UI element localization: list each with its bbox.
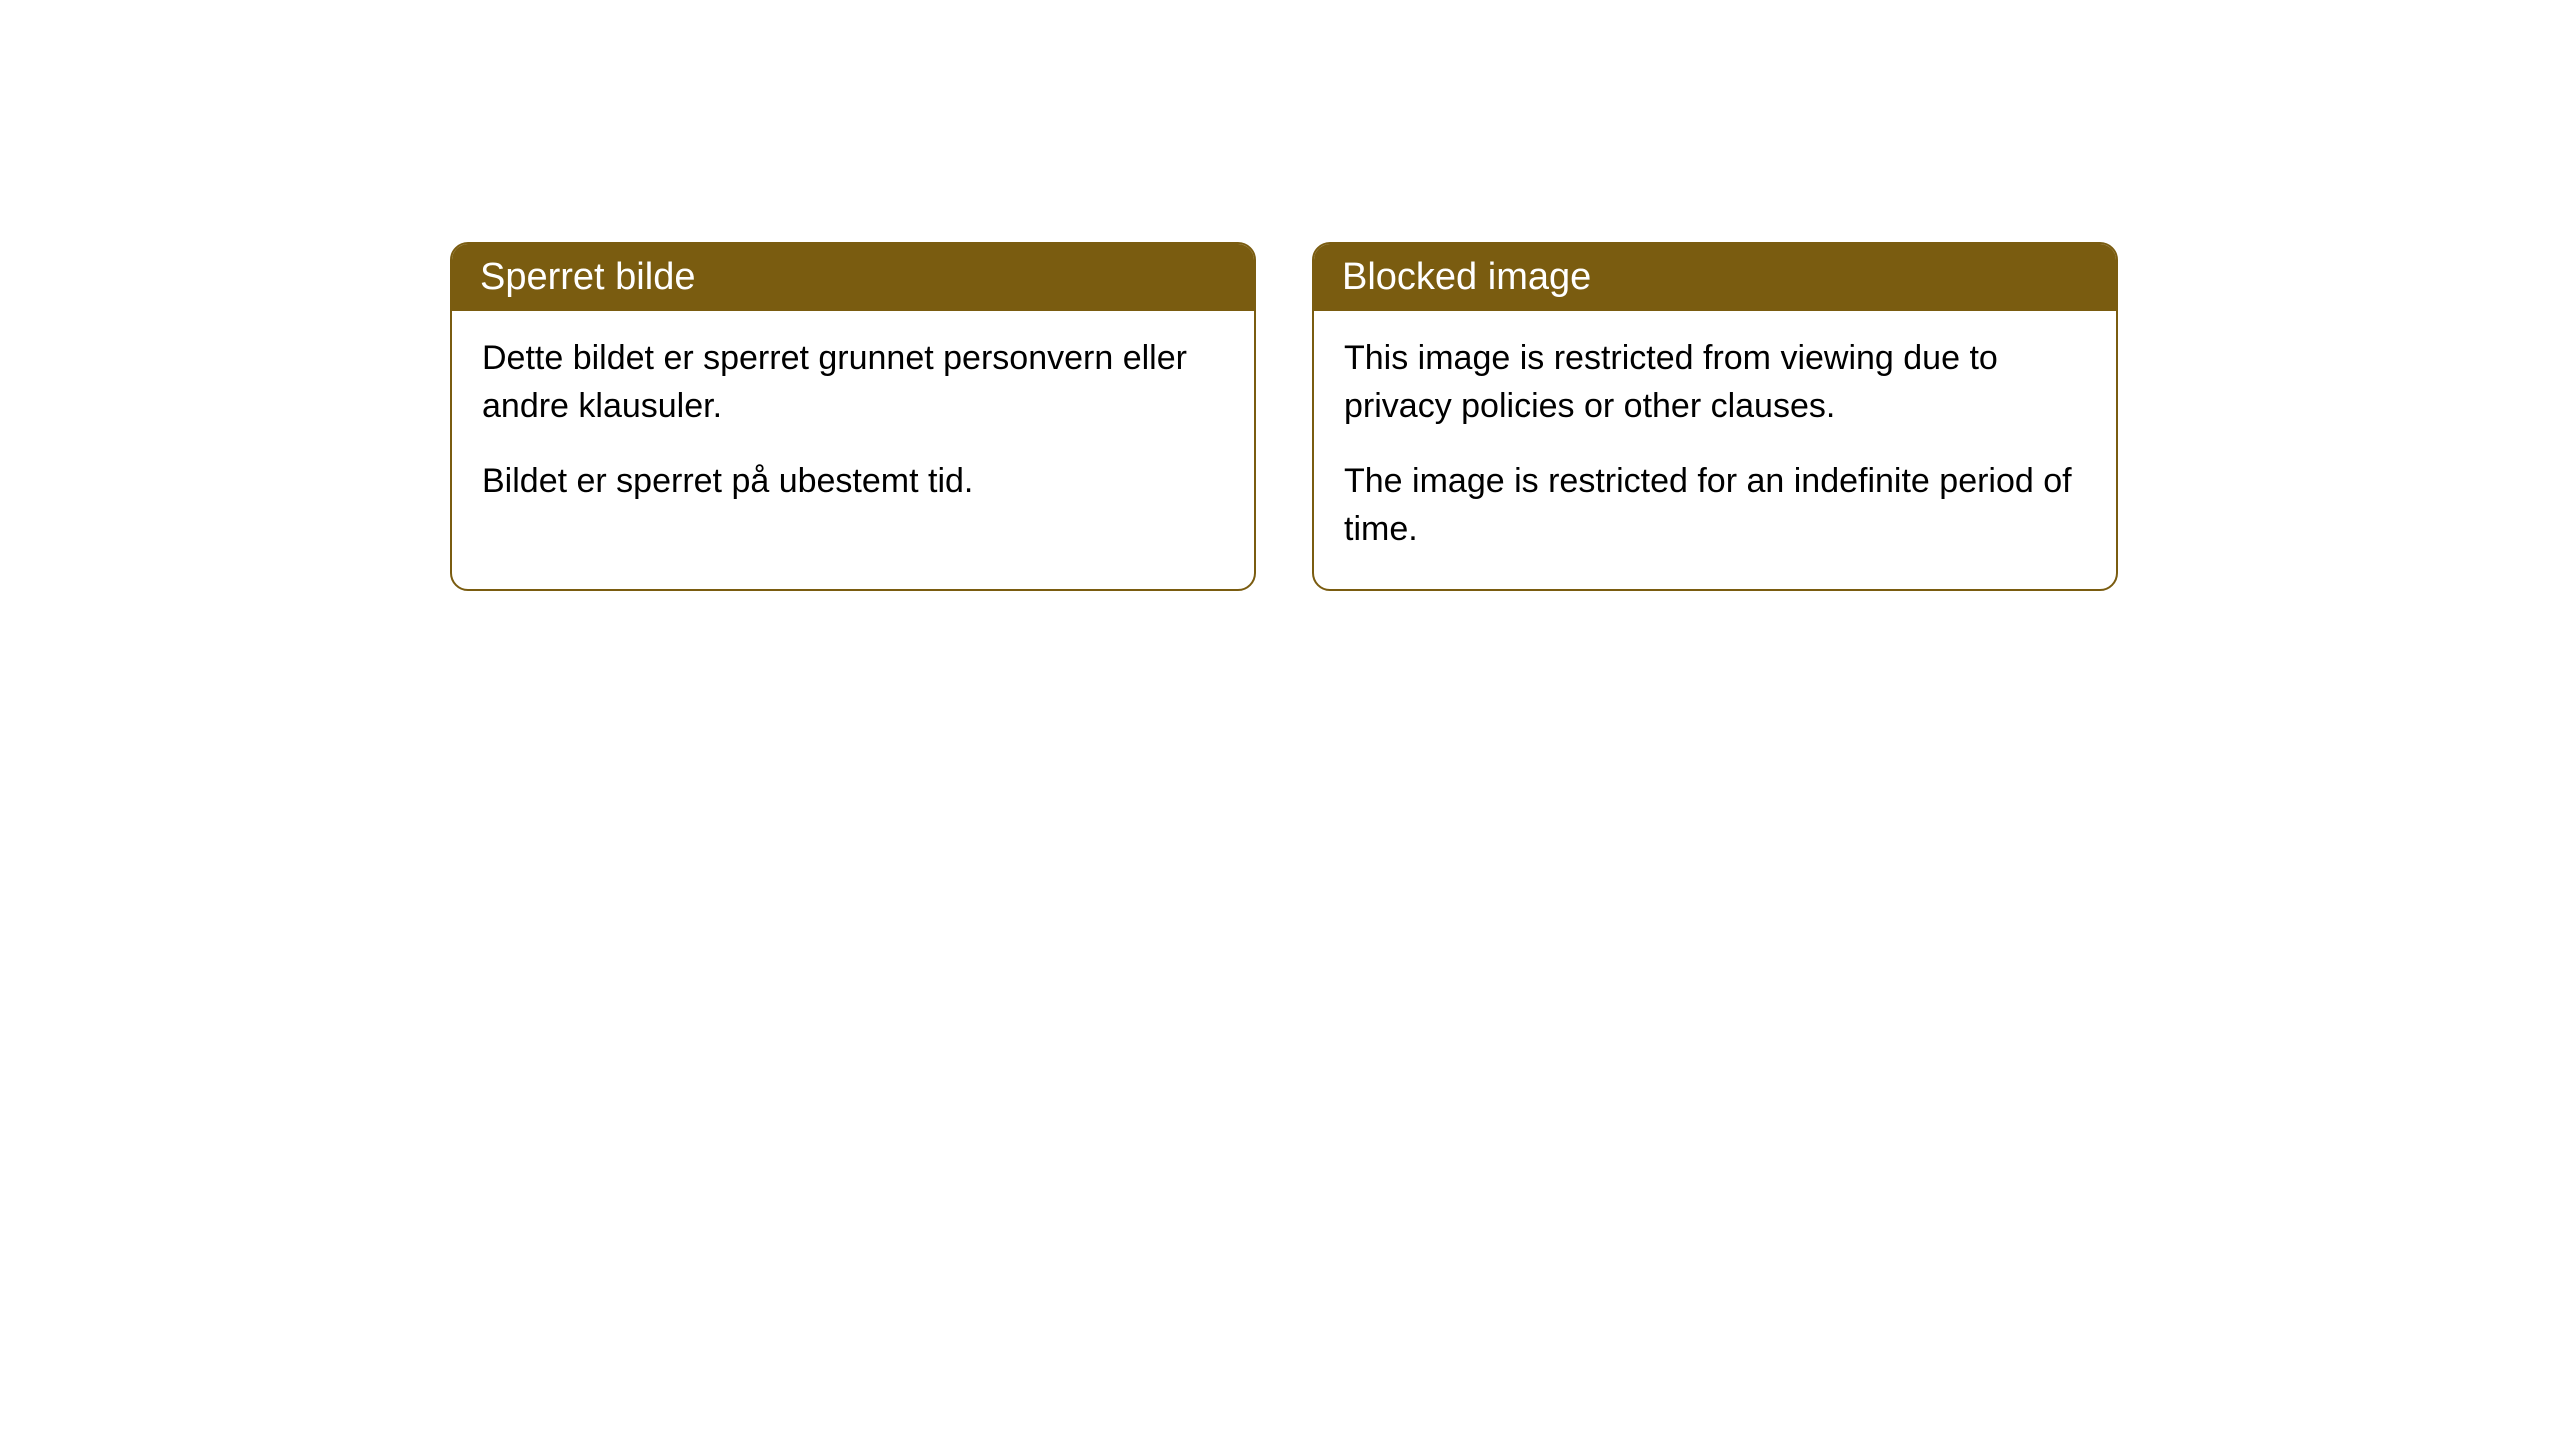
card-header: Blocked image [1314, 244, 2116, 311]
card-paragraph: The image is restricted for an indefinit… [1344, 458, 2086, 553]
card-paragraph: Bildet er sperret på ubestemt tid. [482, 458, 1224, 506]
card-title: Blocked image [1342, 256, 1591, 298]
card-body: Dette bildet er sperret grunnet personve… [452, 311, 1254, 542]
blocked-image-card-english: Blocked image This image is restricted f… [1312, 242, 2118, 591]
blocked-image-card-norwegian: Sperret bilde Dette bildet er sperret gr… [450, 242, 1256, 591]
card-body: This image is restricted from viewing du… [1314, 311, 2116, 589]
notice-cards-container: Sperret bilde Dette bildet er sperret gr… [0, 0, 2560, 591]
card-paragraph: Dette bildet er sperret grunnet personve… [482, 335, 1224, 430]
card-paragraph: This image is restricted from viewing du… [1344, 335, 2086, 430]
card-title: Sperret bilde [480, 256, 695, 298]
card-header: Sperret bilde [452, 244, 1254, 311]
